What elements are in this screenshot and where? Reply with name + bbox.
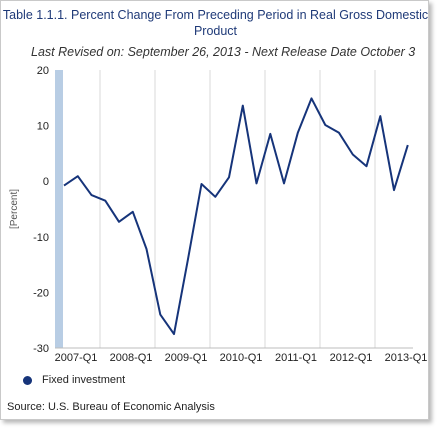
x-tick-labels: 2007-Q1 2008-Q1 2009-Q1 2010-Q1 2011-Q1 2012-… <box>55 352 428 364</box>
y-tick-label: 20 <box>37 65 49 77</box>
series-line <box>63 97 409 336</box>
x-tick-label: 2011-Q1 <box>275 352 317 364</box>
y-tick-label: 0 <box>43 176 49 188</box>
x-tick-label: 2007-Q1 <box>55 352 98 364</box>
x-tick-label: 2009-Q1 <box>165 352 208 364</box>
source-note: Source: U.S. Bureau of Economic Analysis <box>7 401 215 413</box>
y-tick-label: 10 <box>37 121 49 133</box>
legend: Fixed investment <box>23 374 125 386</box>
y-tick-labels: 20 10 0 -10 -20 -30 <box>33 65 49 355</box>
chart-frame: Table 1.1.1. Percent Change From Precedi… <box>0 0 429 420</box>
grid-lines <box>99 70 376 348</box>
x-tick-label: 2012-Q1 <box>330 352 373 364</box>
legend-marker-icon <box>23 375 32 385</box>
y-tick-label: -20 <box>33 287 49 299</box>
x-tick-label: 2008-Q1 <box>110 352 153 364</box>
chart-title: Table 1.1.1. Percent Change From Precedi… <box>2 8 429 38</box>
y-tick-label: -30 <box>33 343 49 355</box>
chart-subtitle: Last Revised on: September 26, 2013 - Ne… <box>31 45 416 59</box>
legend-label: Fixed investment <box>42 374 126 386</box>
y-tick-label: -10 <box>33 232 49 244</box>
x-tick-label: 2013-Q1 <box>385 352 428 364</box>
y-axis-band <box>55 70 63 348</box>
line-chart: 20 10 0 -10 -20 -30 2007-Q1 2008-Q1 2009-Q1 2010… <box>9 65 428 364</box>
x-tick-label: 2010-Q1 <box>220 352 263 364</box>
y-axis-label: [Percent] <box>9 189 20 229</box>
